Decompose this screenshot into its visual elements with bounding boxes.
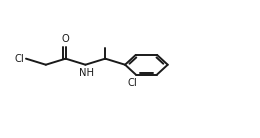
Text: Cl: Cl xyxy=(128,78,138,88)
Text: Cl: Cl xyxy=(14,54,24,64)
Text: O: O xyxy=(62,34,69,44)
Text: NH: NH xyxy=(79,68,94,78)
